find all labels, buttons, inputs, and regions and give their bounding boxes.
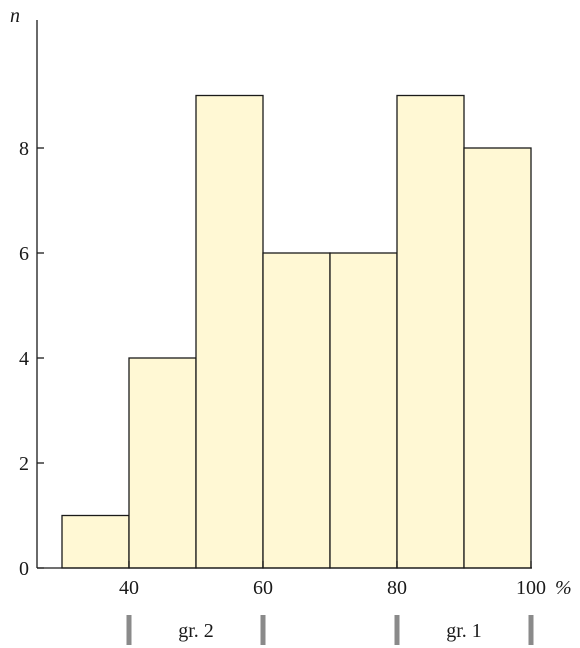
- x-tick-label: 60: [253, 577, 273, 599]
- histogram-bar: [396, 94, 465, 569]
- y-axis-label: n: [10, 5, 20, 27]
- x-axis-label: %: [555, 577, 572, 599]
- y-tick-label: 2: [19, 453, 29, 475]
- group-bracket-left: [126, 615, 132, 645]
- x-tick-label: 100: [516, 577, 546, 599]
- group-markers: gr. 2 gr. 1: [126, 615, 534, 645]
- group-label: gr. 2: [178, 620, 214, 642]
- group-bracket-left: [394, 615, 400, 645]
- histogram-bar: [61, 514, 130, 569]
- histogram-bar: [463, 147, 532, 569]
- histogram-bar: [262, 252, 331, 569]
- x-ticks-group: 40 60 80 100: [119, 561, 546, 599]
- bars-group: [61, 94, 532, 569]
- group-bracket-right: [260, 615, 266, 645]
- axes-group: [36, 20, 532, 569]
- x-tick-label: 40: [119, 577, 139, 599]
- group-label: gr. 1: [446, 620, 482, 642]
- y-tick-label: 4: [19, 348, 29, 370]
- x-tick-label: 80: [387, 577, 407, 599]
- histogram-bar: [128, 357, 197, 569]
- y-tick-label: 8: [19, 138, 29, 160]
- group-bracket-right: [528, 615, 534, 645]
- y-tick-label: 6: [19, 243, 29, 265]
- histogram-bar: [329, 252, 398, 569]
- histogram-bar: [195, 94, 264, 569]
- y-tick-label: 0: [19, 558, 29, 580]
- y-ticks-group: 0 2 4 6 8: [19, 138, 44, 580]
